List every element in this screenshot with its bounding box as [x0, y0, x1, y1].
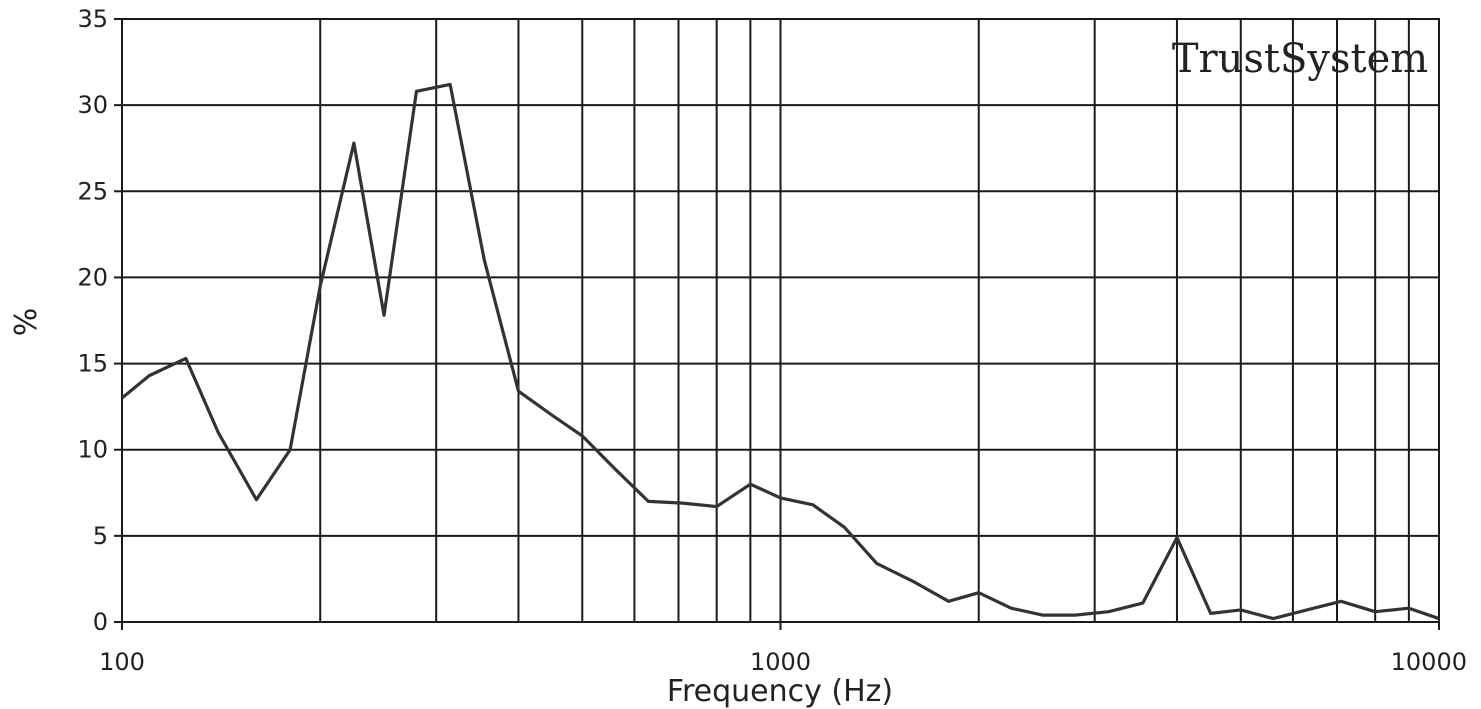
y-tick-label: 0 [93, 608, 108, 636]
y-tick-label: 5 [93, 522, 108, 550]
axis-ticks [114, 18, 1440, 630]
y-tick-labels: 0 5 10 15 20 25 30 35 [77, 5, 108, 636]
x-tick-labels: 100 1000 10000 [99, 648, 1467, 676]
x-gridlines [121, 19, 1440, 622]
watermark-logo: TrustSystem [1172, 36, 1428, 82]
y-tick-label: 20 [77, 263, 108, 291]
y-tick-label: 35 [77, 5, 108, 33]
y-tick-label: 30 [77, 91, 108, 119]
x-tick-label: 100 [99, 648, 145, 676]
x-axis-title: Frequency (Hz) [667, 674, 893, 709]
x-tick-label: 10000 [1391, 648, 1467, 676]
series-line [120, 82, 1440, 621]
y-axis-title: % [9, 308, 44, 337]
y-tick-label: 25 [77, 177, 108, 205]
x-tick-label: 1000 [750, 648, 811, 676]
y-tick-label: 10 [77, 436, 108, 464]
y-tick-label: 15 [77, 350, 108, 378]
